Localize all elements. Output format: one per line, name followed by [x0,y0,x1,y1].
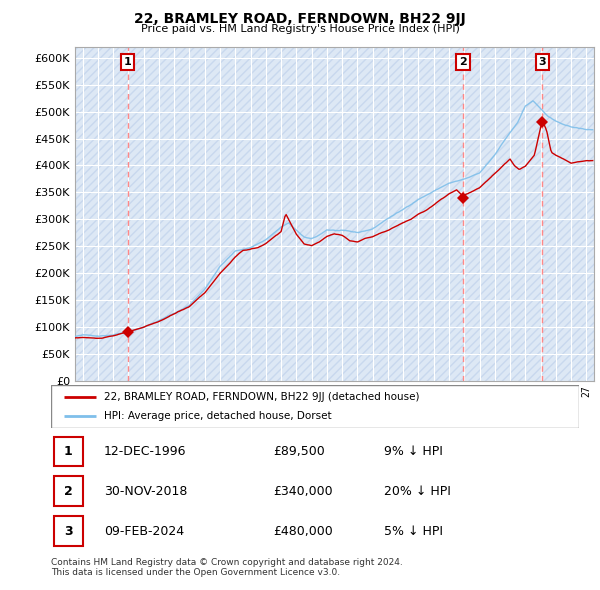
Text: HPI: Average price, detached house, Dorset: HPI: Average price, detached house, Dors… [104,411,331,421]
FancyBboxPatch shape [51,385,579,428]
Text: 3: 3 [538,57,546,67]
Text: 1: 1 [124,57,131,67]
Text: 22, BRAMLEY ROAD, FERNDOWN, BH22 9JJ: 22, BRAMLEY ROAD, FERNDOWN, BH22 9JJ [134,12,466,26]
Text: £340,000: £340,000 [273,484,332,498]
Text: 1: 1 [64,445,73,458]
Text: 3: 3 [64,525,73,537]
Text: 20% ↓ HPI: 20% ↓ HPI [383,484,451,498]
Text: 5% ↓ HPI: 5% ↓ HPI [383,525,443,537]
FancyBboxPatch shape [53,437,83,466]
Text: Contains HM Land Registry data © Crown copyright and database right 2024.: Contains HM Land Registry data © Crown c… [51,558,403,566]
Text: 22, BRAMLEY ROAD, FERNDOWN, BH22 9JJ (detached house): 22, BRAMLEY ROAD, FERNDOWN, BH22 9JJ (de… [104,392,419,402]
Text: 2: 2 [459,57,467,67]
Text: Price paid vs. HM Land Registry's House Price Index (HPI): Price paid vs. HM Land Registry's House … [140,24,460,34]
Text: 9% ↓ HPI: 9% ↓ HPI [383,445,443,458]
Text: £480,000: £480,000 [273,525,332,537]
Text: 30-NOV-2018: 30-NOV-2018 [104,484,187,498]
FancyBboxPatch shape [53,516,83,546]
Text: 2: 2 [64,484,73,498]
Text: £89,500: £89,500 [273,445,325,458]
Text: This data is licensed under the Open Government Licence v3.0.: This data is licensed under the Open Gov… [51,568,340,576]
Text: 12-DEC-1996: 12-DEC-1996 [104,445,187,458]
FancyBboxPatch shape [53,477,83,506]
Text: 09-FEB-2024: 09-FEB-2024 [104,525,184,537]
